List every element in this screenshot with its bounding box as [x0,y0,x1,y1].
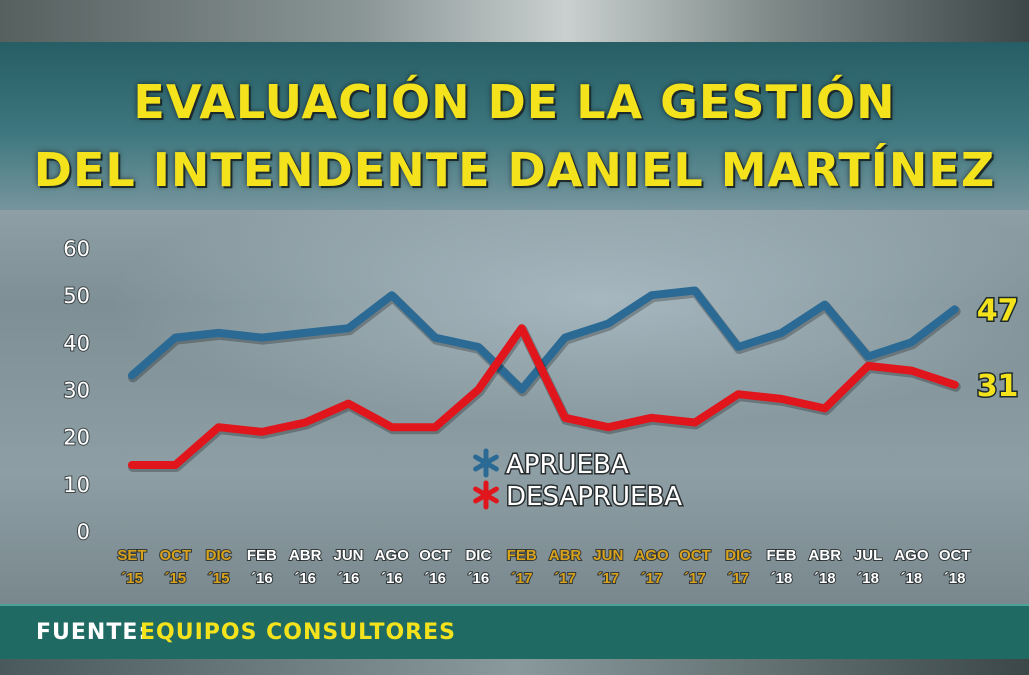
y-tick-label: 50 [63,284,90,308]
x-tick-label: FEB [767,547,797,564]
x-tick-year-label: ´16 [294,570,316,587]
x-tick-year-label: ´17 [684,570,706,587]
x-tick-label: OCT [679,547,711,564]
legend-marker-stroke [473,486,499,504]
y-tick-label: 40 [63,331,90,355]
x-tick-year-label: ´18 [771,570,793,587]
legend-marker-stroke [473,454,499,472]
y-tick-label: 30 [63,379,90,403]
x-tick-year-label: ´16 [424,570,446,587]
x-tick-year-label: ´16 [381,570,403,587]
top-decor-strip [0,0,1029,42]
x-tick-label: AGO [894,547,929,564]
x-tick-year-label: ´17 [641,570,663,587]
series-line-aprueba [128,286,959,394]
y-tick-label: 20 [63,426,90,450]
title-band [0,42,1029,210]
x-tick-label: AGO [635,547,670,564]
x-tick-label: ABR [289,547,322,564]
x-tick-year-label: ´18 [857,570,879,587]
y-tick-label: 0 [77,520,90,544]
x-tick-label: AGO [375,547,410,564]
x-tick-label: JUN [593,547,623,564]
x-tick-label: DIC [465,547,491,564]
x-tick-label: FEB [247,547,277,564]
x-tick-year-label: ´16 [338,570,360,587]
line-chart: 0 10 20 30 40 50 60 SET ´15 OCT ´15 DIC ´15 FEB ´16 ABR… [62,236,1020,588]
x-tick-year-label: ´17 [597,570,619,587]
x-tick-label: OCT [159,547,191,564]
chart-title-line2: DEL INTENDENTE DANIEL MARTÍNEZ [33,143,996,197]
x-tick-year-label: ´16 [251,570,273,587]
x-tick-label: DIC [725,547,751,564]
x-tick-label: DIC [206,547,232,564]
x-tick-label: JUN [333,547,363,564]
legend-label: DESAPRUEBA [506,482,682,512]
x-tick-year-label: ´15 [121,570,143,587]
x-tick-year-label: ´17 [727,570,749,587]
footer-source: EQUIPOS CONSULTORES [140,620,456,645]
footer-label: FUENTE: [36,620,149,645]
x-tick-year-label: ´16 [468,570,490,587]
x-tick-year-label: ´18 [901,570,923,587]
x-tick-year-label: ´17 [554,570,576,587]
bottom-decor-strip [0,659,1029,675]
chart-title-line1: EVALUACIÓN DE LA GESTIÓN [133,75,896,129]
series-line-desaprueba [128,324,959,469]
legend-label: APRUEBA [506,450,629,480]
x-tick-label: ABR [809,547,842,564]
x-tick-label: FEB [507,547,537,564]
y-tick-label: 60 [63,237,90,261]
x-tick-label: SET [117,547,146,564]
footer-bar: FUENTE: EQUIPOS CONSULTORES [0,604,1029,661]
x-tick-label: OCT [939,547,971,564]
x-tick-year-label: ´18 [944,570,966,587]
end-value-label: 31 [977,369,1019,404]
x-tick-label: ABR [549,547,582,564]
x-tick-year-label: ´17 [511,570,533,587]
x-tick-label: OCT [419,547,451,564]
x-tick-year-label: ´15 [164,570,186,587]
y-tick-label: 10 [63,473,90,497]
end-value-label: 47 [977,293,1019,328]
x-tick-year-label: ´18 [814,570,836,587]
x-tick-year-label: ´15 [208,570,230,587]
x-tick-label: JUL [854,547,882,564]
